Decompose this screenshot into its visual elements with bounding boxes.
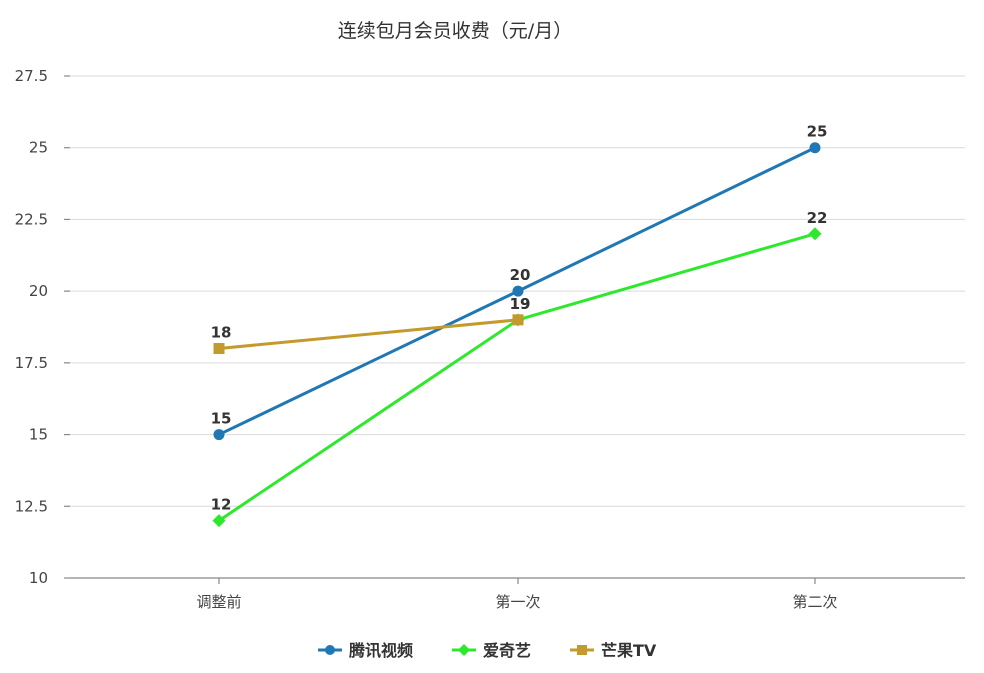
y-tick-label: 15 [29, 426, 48, 444]
y-tick-label: 17.5 [15, 354, 48, 372]
legend-label: 腾讯视频 [349, 641, 413, 660]
data-label: 19 [510, 295, 531, 313]
data-label: 18 [211, 324, 232, 342]
series-0: 15 20 25 [211, 123, 828, 441]
y-axis: 10 12.5 15 17.5 20 22.5 25 27.5 [15, 67, 70, 587]
data-point [512, 314, 524, 326]
data-label: 25 [807, 123, 828, 141]
data-point [808, 227, 822, 241]
series-line [218, 318, 519, 351]
x-tick-label: 第一次 [495, 593, 540, 611]
legend-item-2[interactable]: 芒果TV [570, 641, 657, 660]
data-label: 15 [211, 410, 232, 428]
y-tick-label: 10 [29, 569, 48, 587]
y-tick-label: 25 [29, 139, 48, 157]
data-point [213, 429, 225, 441]
legend-item-0[interactable]: 腾讯视频 [318, 641, 413, 660]
y-tick-label: 12.5 [15, 497, 48, 515]
data-point [212, 514, 226, 528]
data-label: 12 [211, 496, 232, 514]
legend-item-1[interactable]: 爱奇艺 [452, 641, 531, 660]
series-1: 12 19 22 [211, 209, 828, 528]
y-tick-label: 22.5 [15, 210, 48, 228]
x-tick-label: 调整前 [196, 593, 241, 611]
data-point [809, 142, 821, 154]
legend-marker [458, 644, 470, 656]
y-tick-label: 27.5 [15, 67, 48, 85]
x-tick-label: 第二次 [792, 593, 837, 611]
y-tick-label: 20 [29, 282, 48, 300]
data-label: 22 [807, 209, 828, 227]
data-label: 20 [510, 266, 531, 284]
data-point [213, 343, 225, 355]
data-point [512, 285, 524, 297]
legend-marker [325, 645, 335, 655]
legend-marker [577, 645, 587, 655]
legend[interactable]: 腾讯视频 爱奇艺 芒果TV [318, 641, 657, 660]
legend-label: 芒果TV [601, 641, 657, 660]
legend-label: 爱奇艺 [483, 641, 531, 660]
x-axis: 调整前 第一次 第二次 [70, 577, 965, 611]
chart-title: 连续包月会员收费（元/月） [338, 20, 572, 42]
data-label: 19 [510, 295, 531, 313]
